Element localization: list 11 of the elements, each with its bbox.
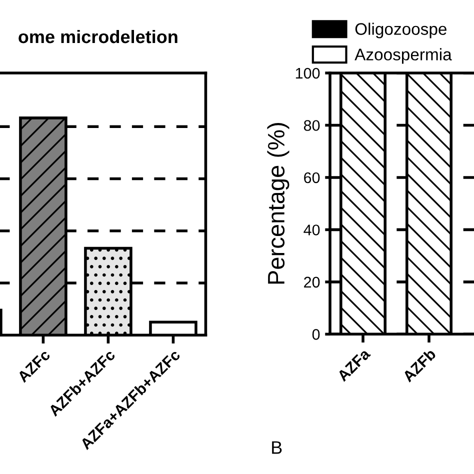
y-tick-label: 100 bbox=[296, 68, 320, 79]
chart-title: ome microdeletion bbox=[18, 30, 178, 44]
legend-label: Oligozoospe bbox=[355, 22, 446, 38]
y-axis-title: Percentage (%) bbox=[267, 123, 290, 284]
y-tick-label: 60 bbox=[304, 172, 320, 184]
y-tick-label: 40 bbox=[304, 224, 320, 236]
y-tick-label: 0 bbox=[312, 329, 320, 340]
text: B bbox=[272, 441, 282, 454]
legend-label: Azoospermia bbox=[354, 48, 452, 64]
y-tick-label: 20 bbox=[304, 276, 320, 288]
y-tick-label: 80 bbox=[304, 120, 320, 131]
